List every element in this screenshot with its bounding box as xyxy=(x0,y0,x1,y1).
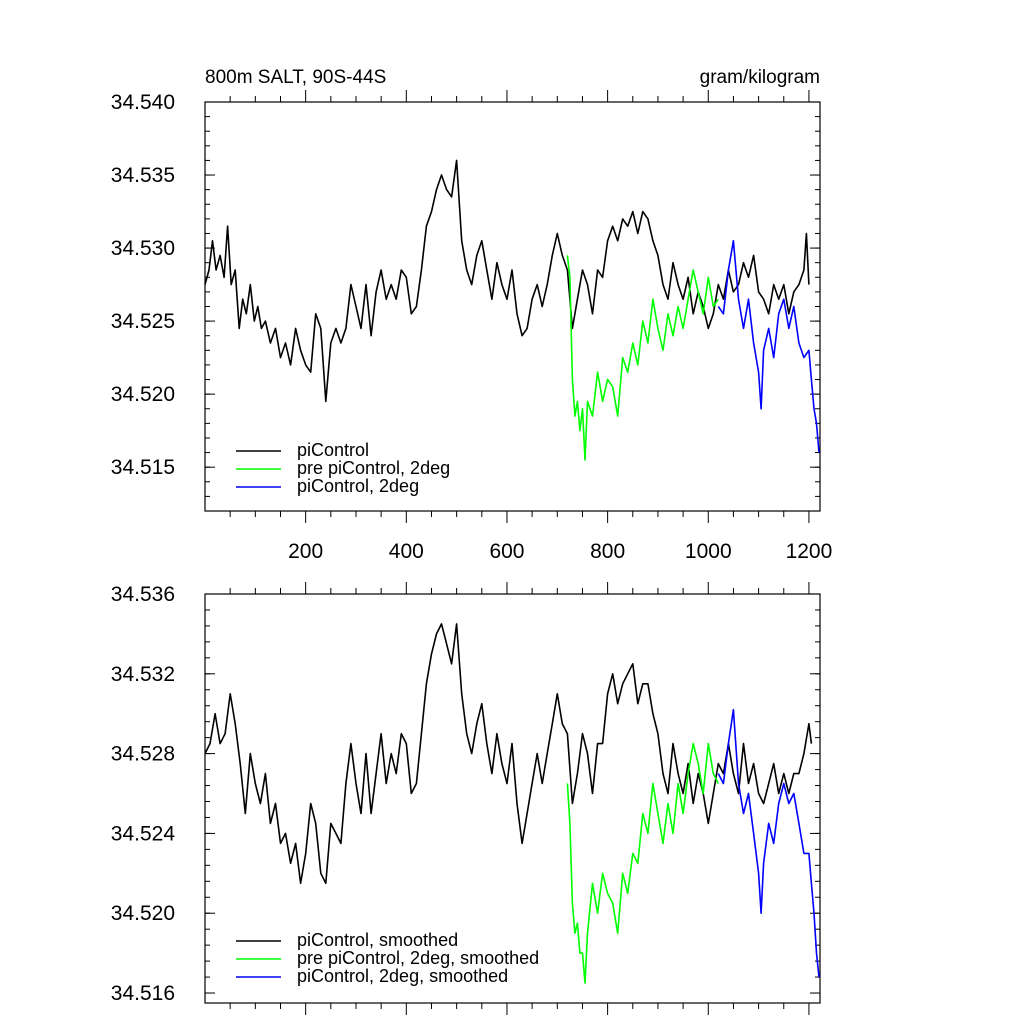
bottom-chart-x-axis xyxy=(229,582,810,1015)
top-series-line-2 xyxy=(717,240,820,453)
bottom-y-tick-label: 34.520 xyxy=(111,902,175,925)
bottom-chart-frame xyxy=(204,593,821,1004)
top-chart-title: 800m SALT, 90S-44S xyxy=(205,67,386,88)
bottom-y-tick-label: 34.516 xyxy=(111,982,175,1005)
top-x-tick-label: 200 xyxy=(288,540,323,563)
top-chart-x-axis: 200 400 600 800 1000 1200 xyxy=(229,90,833,563)
bottom-chart-panel: 34.516 34.520 34.524 34.528 34.532 34.536 piC… xyxy=(111,582,821,1015)
bottom-legend-label-1: pre piControl, 2deg, smoothed xyxy=(297,948,539,968)
bottom-y-tick-label: 34.524 xyxy=(111,822,176,845)
top-chart-series xyxy=(204,159,820,461)
top-y-tick-label: 34.540 xyxy=(111,91,175,114)
top-y-tick-label: 34.520 xyxy=(111,383,175,406)
top-y-tick-label: 34.535 xyxy=(111,164,175,187)
top-chart-y-axis: 34.515 34.520 34.525 34.530 34.535 34.540 xyxy=(111,91,820,512)
top-y-tick-label: 34.515 xyxy=(111,456,175,479)
top-legend-label-1: pre piControl, 2deg xyxy=(297,458,450,478)
bottom-y-tick-label: 34.532 xyxy=(111,663,175,686)
top-y-tick-label: 34.530 xyxy=(111,237,175,260)
top-chart-panel: 800m SALT, 90S-44S gram/kilogram 34.5153… xyxy=(111,67,833,563)
top-y-tick-label: 34.525 xyxy=(111,310,175,333)
top-legend-label-0: piControl xyxy=(297,440,369,460)
bottom-chart-series xyxy=(204,623,820,984)
bottom-series-line-1 xyxy=(566,742,720,984)
bottom-legend-label-2: piControl, 2deg, smoothed xyxy=(297,966,508,986)
top-series-line-1 xyxy=(566,255,719,461)
top-x-tick-label: 1200 xyxy=(786,540,833,563)
bottom-series-line-2 xyxy=(717,708,820,978)
top-legend-label-2: piControl, 2deg xyxy=(297,476,419,496)
bottom-y-tick-label: 34.536 xyxy=(111,583,175,606)
top-chart-units: gram/kilogram xyxy=(700,67,820,88)
top-x-tick-label: 400 xyxy=(389,540,424,563)
bottom-legend-label-0: piControl, smoothed xyxy=(297,930,458,950)
top-x-tick-label: 800 xyxy=(590,540,625,563)
bottom-series-line-0 xyxy=(204,623,813,885)
bottom-y-tick-label: 34.528 xyxy=(111,743,175,766)
top-x-tick-label: 1000 xyxy=(685,540,732,563)
top-x-tick-label: 600 xyxy=(489,540,524,563)
bottom-chart-y-axis: 34.516 34.520 34.524 34.528 34.532 34.536 xyxy=(111,583,820,1005)
top-series-line-0 xyxy=(204,159,810,403)
